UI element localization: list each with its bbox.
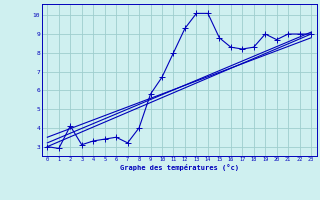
X-axis label: Graphe des températures (°c): Graphe des températures (°c) xyxy=(120,164,239,171)
